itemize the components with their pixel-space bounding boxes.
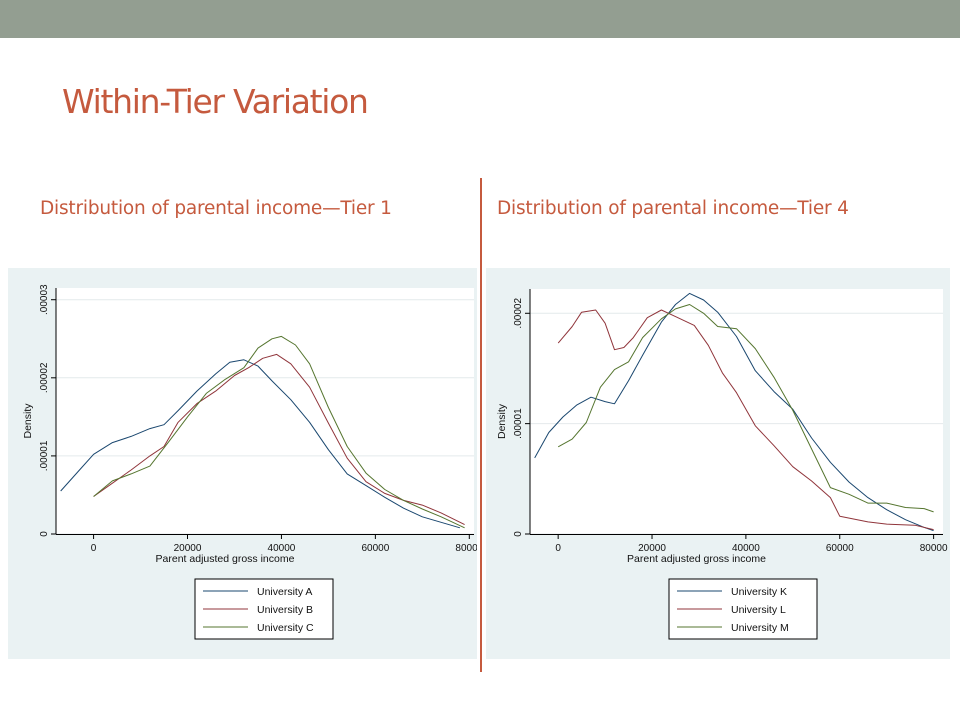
y-tick-label: .00002 [39,362,50,393]
series-line-university-k [534,292,934,532]
legend-label: University K [731,586,787,598]
series-line-university-l [557,309,934,531]
y-tick-label: .00002 [513,298,524,329]
plot-area [530,289,943,534]
top-bar [0,0,960,38]
legend-label: University B [257,604,313,616]
x-tick-label: 20000 [174,543,202,554]
x-tick-label: 0 [91,543,97,554]
y-tick-label: .00003 [39,284,50,315]
y-tick-label: .00001 [39,440,50,471]
x-tick-label: 0 [555,543,561,554]
legend-label: University C [257,622,314,634]
y-tick-label: 0 [39,531,50,537]
density-chart-tier-4: 0 .00001 .00002 0 20000 40000 60000 80000 Parent… [496,289,948,640]
legend-label: University A [257,586,312,598]
panel-divider [480,178,482,672]
x-tick-label: 40000 [268,543,296,554]
legend-label: University L [731,604,786,616]
chart-panel-tier-4: 0 .00001 .00002 0 20000 40000 60000 80000 Parent… [486,268,950,659]
legend-label: University M [731,622,789,634]
x-axis-title: Parent adjusted gross income [627,553,766,565]
legend-box [194,578,334,640]
x-tick-label: 60000 [361,543,389,554]
series-line-university-m [557,304,934,513]
x-tick-label: 20000 [638,543,666,554]
y-axis-title: Density [496,403,508,439]
series-line-university-a [60,359,461,529]
x-axis-title: Parent adjusted gross income [156,553,295,565]
x-tick-label: 80000 [920,543,948,554]
chart-panel-tier-1: 0 .00001 .00002 .00003 0 20000 40000 60000 80000… [8,268,477,659]
chart-heading-tier-1: Distribution of parental income—Tier 1 [40,198,392,219]
y-tick-label: 0 [513,531,524,537]
series-line-university-c [93,335,465,529]
y-axis-title: Density [22,403,34,439]
x-tick-label: 80000 [455,543,477,554]
density-chart-tier-1: 0 .00001 .00002 .00003 0 20000 40000 60000 80000… [22,284,477,640]
chart-heading-tier-4: Distribution of parental income—Tier 4 [497,198,849,219]
slide-title: Within-Tier Variation [62,82,369,121]
x-tick-label: 60000 [826,543,854,554]
y-tick-label: .00001 [513,408,524,439]
x-tick-label: 40000 [732,543,760,554]
series-line-university-b [93,353,465,526]
plot-area [56,288,474,534]
